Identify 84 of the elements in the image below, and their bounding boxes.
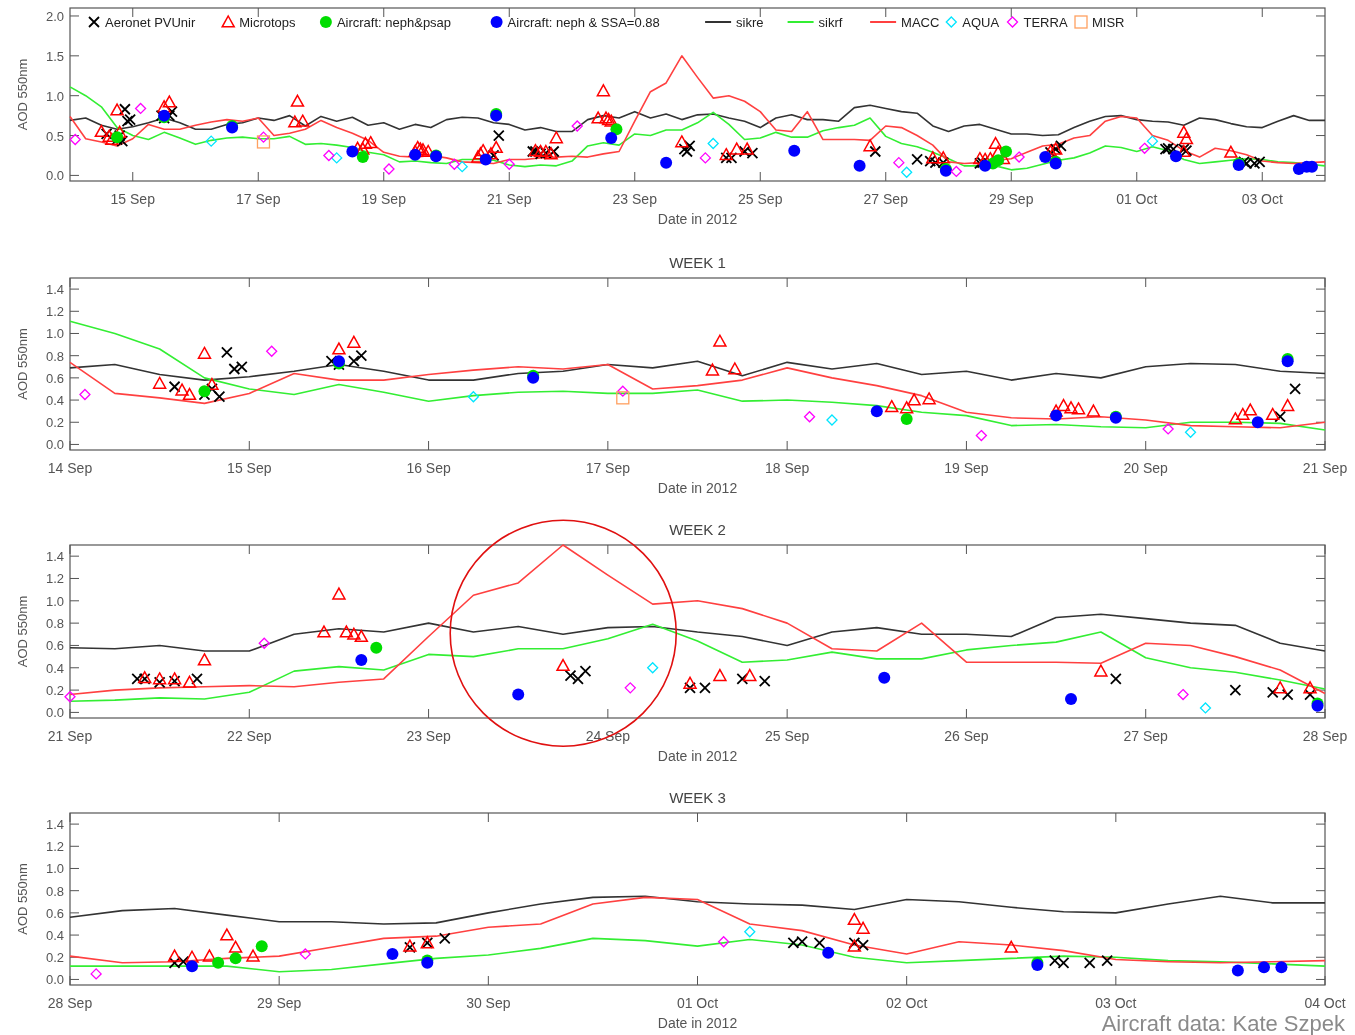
legend-label: sikrf (818, 15, 843, 30)
y-tick-label: 0.4 (45, 393, 64, 409)
y-tick-label: 0.4 (45, 660, 64, 676)
x-tick-label: 28 Sep (1302, 728, 1348, 744)
y-tick-label: 0.8 (45, 348, 64, 364)
y-tick-label: 1.0 (45, 593, 64, 609)
x-tick-label: 17 Sep (585, 460, 631, 476)
y-tick-label: 1.2 (45, 304, 64, 320)
x-tick-label: 03 Oct (1241, 191, 1283, 207)
x-tick-label: 27 Sep (1123, 728, 1169, 744)
x-tick-label: 22 Sep (227, 728, 272, 744)
y-tick-label: 0.0 (45, 705, 64, 721)
x-tick-label: 19 Sep (361, 191, 407, 207)
chart-title: WEEK 1 (669, 254, 726, 271)
y-tick-label: 1.2 (45, 839, 64, 855)
y-tick-label: 0.2 (45, 683, 64, 699)
y-tick-label: 2.0 (45, 8, 64, 24)
y-tick-label: 0.8 (45, 883, 64, 899)
y-tick-label: 0.5 (45, 128, 64, 144)
x-tick-label: 29 Sep (256, 995, 302, 1011)
x-tick-label: 01 Oct (676, 995, 719, 1011)
text: Aircraft data: Kate Szpek (1101, 1011, 1346, 1035)
x-tick-label: 19 Sep (944, 460, 989, 476)
legend-label: Aircraft: neph & SSA=0.88 (507, 15, 660, 30)
x-tick-label: 27 Sep (863, 191, 909, 207)
x-tick-label: 03 Oct (1095, 995, 1137, 1011)
y-tick-label: 0.8 (45, 616, 64, 632)
legend-label: sikre (736, 15, 764, 30)
x-tick-label: 21 Sep (1302, 460, 1348, 476)
x-tick-label: 15 Sep (227, 460, 272, 476)
x-tick-label: 28 Sep (47, 995, 93, 1011)
legend-label: Aeronet PVUnir (105, 15, 196, 30)
y-tick-label: 1.0 (45, 326, 64, 342)
x-tick-label: 17 Sep (236, 191, 281, 207)
y-tick-label: 1.0 (45, 88, 64, 104)
x-tick-label: 23 Sep (612, 191, 658, 207)
legend-label: Aircraft: neph&psap (336, 15, 452, 30)
chart-title: WEEK 2 (669, 521, 726, 538)
y-tick-label: 0.4 (45, 928, 64, 944)
y-tick-label: 0.0 (45, 972, 64, 988)
y-tick-label: 1.4 (45, 817, 64, 833)
x-tick-label: 18 Sep (764, 460, 810, 476)
legend-label: Microtops (239, 15, 297, 30)
x-tick-label: 25 Sep (738, 191, 783, 207)
x-tick-label: 20 Sep (1123, 460, 1169, 476)
x-tick-label: 21 Sep (47, 728, 93, 744)
x-tick-label: 26 Sep (944, 728, 989, 744)
y-tick-label: 1.5 (45, 48, 64, 64)
x-tick-label: 29 Sep (989, 191, 1034, 207)
y-tick-label: 1.4 (45, 282, 64, 298)
y-tick-label: 0.6 (45, 905, 64, 921)
x-tick-label: 30 Sep (466, 995, 511, 1011)
y-tick-label: 0.6 (45, 638, 64, 654)
y-tick-label: 0.2 (45, 415, 64, 431)
y-axis-title: AOD 550nm (15, 863, 30, 935)
legend-label: MISR (1092, 15, 1125, 30)
y-tick-label: 0.6 (45, 370, 64, 386)
x-tick-label: 02 Oct (886, 995, 928, 1011)
y-tick-label: 1.4 (45, 549, 64, 565)
y-axis-title: AOD 550nm (15, 58, 30, 131)
legend-label: MACC (901, 15, 940, 30)
y-tick-label: 1.2 (45, 571, 64, 587)
x-tick-label: 25 Sep (764, 728, 810, 744)
x-tick-label: 01 Oct (1116, 191, 1158, 207)
y-tick-label: 0.2 (45, 950, 64, 966)
legend-label: AQUA (962, 15, 1000, 30)
y-tick-label: 0.0 (45, 437, 64, 453)
x-tick-label: 14 Sep (47, 460, 93, 476)
x-tick-label: 15 Sep (110, 191, 156, 207)
x-tick-label: 23 Sep (406, 728, 451, 744)
x-axis-title: Date in 2012 (657, 1015, 738, 1031)
y-axis-title: AOD 550nm (15, 328, 30, 400)
chart-title: WEEK 3 (669, 789, 726, 806)
y-axis-title: AOD 550nm (15, 595, 30, 668)
x-tick-label: 16 Sep (406, 460, 451, 476)
x-axis-title: Date in 2012 (657, 748, 738, 764)
x-tick-label: 24 Sep (585, 728, 631, 744)
legend-label: TERRA (1023, 15, 1068, 30)
x-axis-title: Date in 2012 (657, 211, 738, 227)
y-tick-label: 0.0 (45, 168, 64, 184)
x-tick-label: 21 Sep (487, 191, 532, 207)
x-axis-title: Date in 2012 (657, 480, 738, 496)
y-tick-label: 1.0 (45, 861, 64, 877)
x-tick-label: 04 Oct (1304, 995, 1346, 1011)
